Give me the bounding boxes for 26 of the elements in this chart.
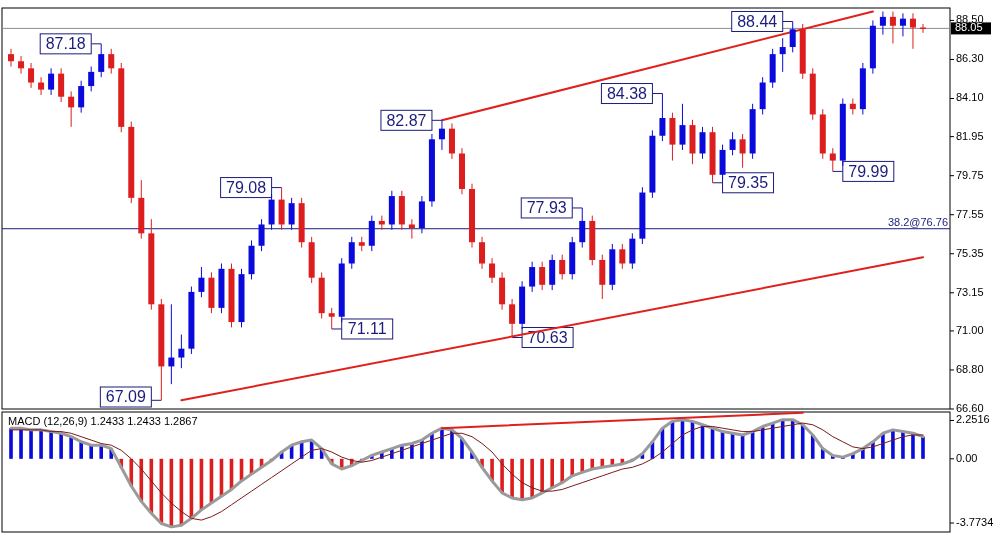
y-tick-label: 86.30 — [956, 52, 984, 65]
annotation: 67.09 — [105, 388, 146, 406]
y-tick-label: 84.10 — [956, 91, 984, 104]
y-tick-label: 71.00 — [956, 323, 984, 336]
ref-line-label: 38.2@76.76 — [887, 215, 948, 228]
annotation: 82.87 — [386, 111, 427, 129]
chart-title: MACD (12,26,9) 1.2433 1.2433 1.2867 — [8, 415, 198, 427]
annotation: 70.63 — [527, 328, 568, 346]
annotation: 79.99 — [848, 162, 889, 180]
y-tick-label: 77.55 — [956, 207, 984, 220]
annotation: 79.35 — [728, 173, 769, 192]
y-tick-label: 68.80 — [956, 362, 984, 375]
annotation: 79.08 — [226, 178, 267, 196]
annotation: 84.38 — [606, 84, 648, 102]
y-tick-label: 73.15 — [956, 285, 984, 298]
y-tick-label: 2.2516 — [956, 413, 990, 426]
annotation: 71.11 — [347, 320, 387, 338]
y-tick-label: -3.7734 — [956, 515, 994, 528]
y-tick-label: 75.35 — [956, 246, 984, 259]
annotation: 88.44 — [737, 12, 778, 30]
y-tick-label: 66.60 — [956, 401, 984, 414]
annotation: 77.93 — [526, 199, 567, 217]
y-tick-label: 81.95 — [956, 129, 984, 142]
y-tick-label: 79.75 — [956, 168, 984, 181]
annotation: 87.18 — [45, 35, 86, 53]
y-tick-label: 0.00 — [956, 451, 978, 464]
